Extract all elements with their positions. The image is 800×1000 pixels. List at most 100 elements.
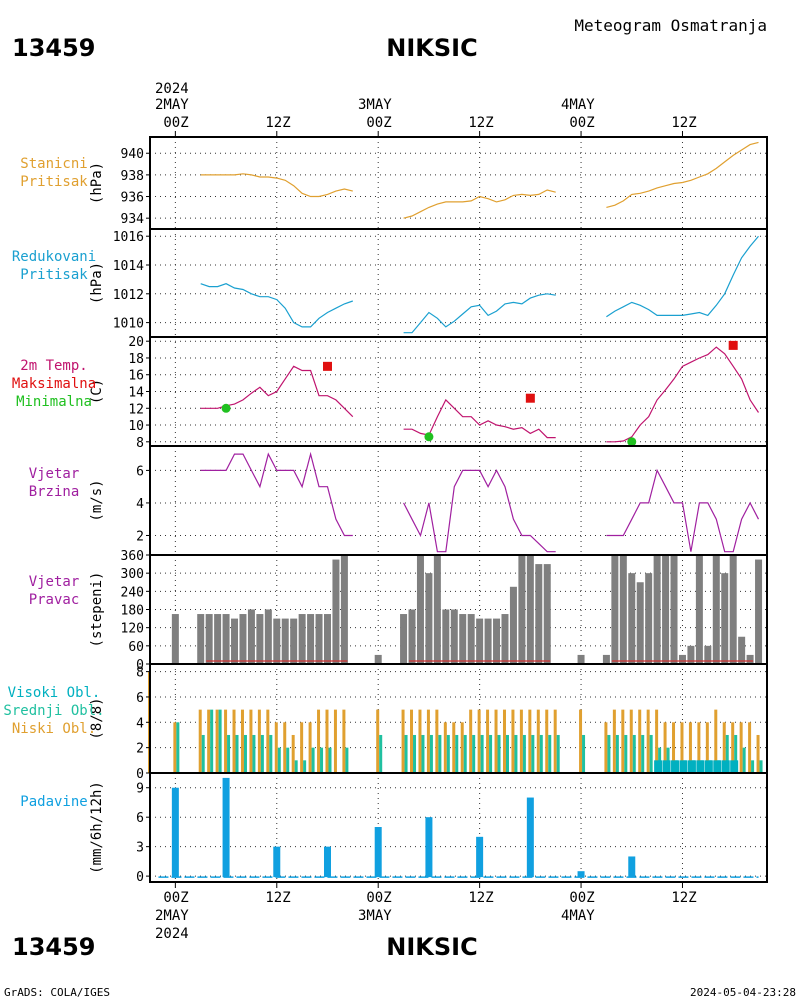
wind-speed-series-line xyxy=(200,451,353,537)
low-cloud-bar xyxy=(232,709,236,773)
mid-cloud-bar xyxy=(277,747,281,773)
low-cloud-bar xyxy=(688,722,692,773)
low-cloud-bar xyxy=(283,722,287,773)
mid-cloud-bar xyxy=(725,734,729,773)
mid-cloud-bar xyxy=(311,747,315,773)
wind-direction-bar xyxy=(738,636,746,664)
precip-bar xyxy=(628,856,636,878)
reduced-pressure-series-line xyxy=(403,293,556,334)
top-hour-6: 12Z xyxy=(671,115,696,131)
wind-direction-bar xyxy=(222,614,230,664)
wind-direction-bar xyxy=(729,555,737,664)
wind-direction-bar xyxy=(197,614,205,664)
wind-direction-ytick-label: 60 xyxy=(128,640,144,655)
mid-cloud-bar xyxy=(421,734,425,773)
precipitation-frame xyxy=(149,772,768,883)
wind-direction-bar xyxy=(755,559,763,664)
bottom-hour-1: 00Z xyxy=(163,890,188,906)
tmin-marker xyxy=(627,437,637,447)
mid-cloud-bar xyxy=(235,734,239,773)
low-cloud-bar xyxy=(435,709,439,773)
wind-direction-bar xyxy=(323,614,331,664)
mid-cloud-bar xyxy=(489,734,493,773)
bottom-hour-5: 00Z xyxy=(569,890,594,906)
pressure-label-line: Pritisak xyxy=(20,174,88,190)
low-cloud-bar xyxy=(663,722,667,773)
low-cloud-bar xyxy=(342,709,346,773)
wind-direction-bar xyxy=(535,564,543,664)
precip-bar xyxy=(273,846,281,878)
mid-cloud-bar xyxy=(472,734,476,773)
wind-direction-bar xyxy=(653,555,661,664)
temperature-ytick-label: 20 xyxy=(128,335,144,350)
mid-cloud-bar xyxy=(227,734,231,773)
wind-direction-bar xyxy=(712,555,720,664)
wind-direction-bar xyxy=(619,555,627,664)
low-cloud-bar xyxy=(528,709,532,773)
low-cloud-bar xyxy=(477,709,481,773)
cloud-cover-ytick-label: 4 xyxy=(136,716,144,731)
low-cloud-bar xyxy=(469,709,473,773)
wind-direction-bar xyxy=(450,609,458,664)
mid-cloud-bar xyxy=(303,760,307,773)
pressure-series-line xyxy=(403,189,556,219)
pressure-ytick-label: 934 xyxy=(121,212,145,227)
low-cloud-bar xyxy=(198,709,202,773)
wind-direction-bar xyxy=(678,654,686,664)
low-cloud-bar xyxy=(173,722,177,773)
wind-direction-bar xyxy=(543,564,551,664)
wind-direction-label-line: Pravac xyxy=(29,592,80,608)
top-year: 2024 xyxy=(155,81,189,97)
temperature-ytick-label: 18 xyxy=(128,352,144,367)
station-id-bottom: 13459 xyxy=(12,933,96,961)
low-cloud-bar xyxy=(638,709,642,773)
wind-direction-bar xyxy=(442,609,450,664)
pressure-series-line xyxy=(606,141,759,208)
cloud-cover-ytick-label: 2 xyxy=(136,742,144,757)
wind-speed-ytick-label: 6 xyxy=(136,464,144,479)
low-cloud-bar xyxy=(274,722,278,773)
pressure-unit-label: (hPa) xyxy=(89,162,105,204)
bottom-hour-6: 12Z xyxy=(671,890,696,906)
high-cloud-bar xyxy=(687,760,696,773)
wind-direction-bar xyxy=(400,614,408,664)
pressure-ytick-label: 936 xyxy=(121,191,144,206)
mid-cloud-bar xyxy=(539,734,543,773)
low-cloud-bar xyxy=(317,709,321,773)
temperature-series-line xyxy=(403,398,556,439)
station-name-bottom: NIKSIC xyxy=(386,933,477,961)
wind-speed-label-line: Vjetar xyxy=(29,466,80,482)
top-date-3: 4MAY xyxy=(561,97,595,113)
wind-direction-bar xyxy=(602,654,610,664)
low-cloud-bar xyxy=(722,722,726,773)
low-cloud-bar xyxy=(376,709,380,773)
reduced-pressure-ytick-label: 1016 xyxy=(113,230,144,245)
wind-speed-ytick-label: 4 xyxy=(136,497,144,512)
precip-bar xyxy=(577,871,585,878)
cloud-cover-ytick-label: 6 xyxy=(136,691,144,706)
temperature-label-line: Minimalna xyxy=(16,394,92,410)
wind-direction-bar xyxy=(281,618,289,664)
reduced-pressure-label-line: Redukovani xyxy=(12,249,96,265)
wind-direction-bar xyxy=(501,614,509,664)
wind-direction-bar xyxy=(721,573,729,664)
wind-direction-bar xyxy=(416,555,424,664)
low-cloud-bar xyxy=(748,722,752,773)
mid-cloud-bar xyxy=(497,734,501,773)
bottom-date-1: 2MAY xyxy=(155,908,189,924)
wind-direction-bar xyxy=(687,645,695,664)
wind-direction-ytick-label: 240 xyxy=(121,585,144,600)
precipitation-ytick-label: 6 xyxy=(136,811,144,826)
low-cloud-bar xyxy=(655,709,659,773)
precip-bar xyxy=(323,846,331,878)
low-cloud-bar xyxy=(612,709,616,773)
mid-cloud-bar xyxy=(759,760,763,773)
low-cloud-bar xyxy=(646,709,650,773)
product-title: Meteogram Osmatranja xyxy=(574,16,767,35)
low-cloud-bar xyxy=(460,722,464,773)
wind-direction-bar xyxy=(704,645,712,664)
wind-speed-unit-label: (m/s) xyxy=(89,479,105,521)
wind-direction-ytick-label: 120 xyxy=(121,622,144,637)
bottom-date-3: 4MAY xyxy=(561,908,595,924)
cloud-cover-unit-label: (8/8) xyxy=(89,697,105,739)
